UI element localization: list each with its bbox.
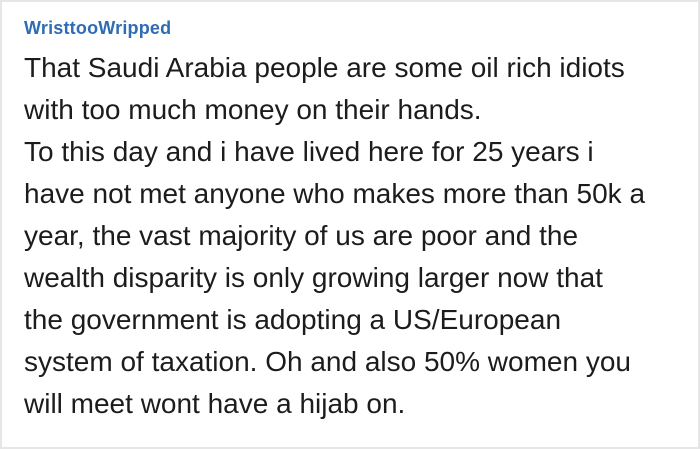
comment-body-text: That Saudi Arabia people are some oil ri…: [24, 52, 646, 419]
comment-username[interactable]: WristtooWripped: [24, 18, 172, 38]
